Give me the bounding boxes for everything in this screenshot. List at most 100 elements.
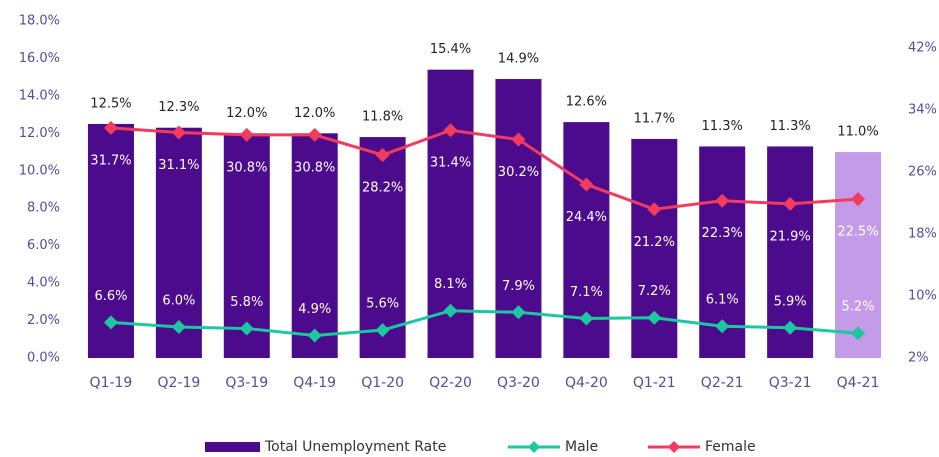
- bar: [291, 133, 338, 358]
- legend-label: Total Unemployment Rate: [264, 439, 446, 455]
- marker: [171, 125, 186, 140]
- line: [110, 309, 859, 338]
- line-value-label: 4.9%: [298, 302, 331, 317]
- line: [110, 126, 859, 211]
- marker: [307, 328, 322, 343]
- y2-tick-label: 34%: [908, 103, 937, 118]
- bar-value-label: 11.3%: [702, 119, 743, 134]
- line-value-label: 22.5%: [837, 225, 878, 240]
- line-value-label: 5.9%: [774, 294, 807, 309]
- bar-value-label: 12.0%: [226, 106, 267, 121]
- marker: [239, 321, 254, 336]
- bar: [223, 133, 270, 358]
- bar-value-label: 11.3%: [769, 119, 810, 134]
- line-value-label: 21.9%: [769, 229, 810, 244]
- bar-value-label: 11.8%: [362, 110, 403, 125]
- y-tick-label: 12.0%: [19, 126, 60, 141]
- bar-value-label: 12.0%: [294, 106, 335, 121]
- marker: [715, 193, 730, 208]
- x-tick-label: Q1-19: [90, 375, 133, 391]
- marker: [783, 196, 798, 211]
- line-value-label: 8.1%: [434, 277, 467, 292]
- line-value-label: 31.1%: [158, 158, 199, 173]
- line-value-label: 22.3%: [702, 226, 743, 241]
- marker: [375, 148, 390, 163]
- x-tick-label: Q4-19: [293, 375, 336, 391]
- bar-value-label: 15.4%: [430, 42, 471, 57]
- bar-value-label: 14.9%: [498, 52, 539, 67]
- y-tick-label: 0.0%: [27, 351, 60, 366]
- marker: [103, 120, 118, 135]
- y2-tick-label: 10%: [908, 289, 937, 304]
- line-value-label: 5.6%: [366, 297, 399, 312]
- marker: [647, 310, 662, 325]
- marker: [443, 303, 458, 318]
- y-tick-label: 6.0%: [27, 238, 60, 253]
- line-value-label: 5.2%: [842, 300, 875, 315]
- legend-label: Female: [705, 439, 756, 455]
- y2-tick-label: 2%: [908, 351, 929, 366]
- marker: [851, 192, 866, 207]
- line-value-label: 5.8%: [230, 295, 263, 310]
- y-tick-label: 4.0%: [27, 276, 60, 291]
- y2-tick-label: 42%: [908, 41, 937, 56]
- bar: [359, 137, 406, 358]
- marker: [579, 177, 594, 192]
- line-value-label: 30.8%: [294, 160, 335, 175]
- line-value-label: 31.7%: [90, 153, 131, 168]
- marker: [239, 127, 254, 142]
- line-value-label: 6.1%: [706, 293, 739, 308]
- y-tick-label: 14.0%: [19, 88, 60, 103]
- y-tick-label: 18.0%: [19, 14, 60, 29]
- marker: [783, 320, 798, 335]
- marker: [307, 127, 322, 142]
- marker: [443, 123, 458, 138]
- line-value-label: 7.9%: [502, 279, 535, 294]
- marker: [511, 305, 526, 320]
- line-value-label: 31.4%: [430, 156, 471, 171]
- bar: [835, 152, 882, 358]
- bar-value-label: 11.7%: [634, 111, 675, 126]
- bar: [155, 127, 202, 358]
- marker: [171, 320, 186, 335]
- x-tick-label: Q1-20: [361, 375, 404, 391]
- legend-label: Male: [565, 439, 598, 455]
- x-tick-label: Q2-20: [429, 375, 472, 391]
- y-tick-label: 2.0%: [27, 313, 60, 328]
- marker: [511, 132, 526, 147]
- line-value-label: 24.4%: [566, 210, 607, 225]
- x-tick-label: Q3-19: [225, 375, 268, 391]
- legend-marker: [668, 441, 680, 453]
- line-value-label: 7.2%: [638, 284, 671, 299]
- marker: [375, 323, 390, 338]
- marker: [715, 319, 730, 334]
- legend-swatch: [205, 442, 260, 452]
- marker: [579, 311, 594, 326]
- x-tick-label: Q2-21: [701, 375, 744, 391]
- y2-tick-label: 26%: [908, 165, 937, 180]
- x-tick-label: Q1-21: [633, 375, 676, 391]
- line-value-label: 30.8%: [226, 160, 267, 175]
- line-value-label: 7.1%: [570, 285, 603, 300]
- x-tick-label: Q4-20: [565, 375, 608, 391]
- y-tick-label: 8.0%: [27, 201, 60, 216]
- line-value-label: 21.2%: [634, 235, 675, 250]
- marker: [647, 202, 662, 217]
- bar-value-label: 12.5%: [90, 96, 131, 111]
- x-tick-label: Q2-19: [157, 375, 200, 391]
- marker: [851, 326, 866, 341]
- bar-value-label: 12.6%: [566, 95, 607, 110]
- bar-value-label: 12.3%: [158, 100, 199, 115]
- line-value-label: 6.0%: [162, 294, 195, 309]
- legend-marker: [528, 441, 540, 453]
- marker: [103, 315, 118, 330]
- x-tick-label: Q3-21: [769, 375, 812, 391]
- line-value-label: 6.6%: [94, 289, 127, 304]
- x-tick-label: Q3-20: [497, 375, 540, 391]
- y-tick-label: 10.0%: [19, 163, 60, 178]
- y2-tick-label: 18%: [908, 227, 937, 242]
- x-tick-label: Q4-21: [837, 375, 880, 391]
- bar-value-label: 11.0%: [837, 125, 878, 140]
- line-value-label: 28.2%: [362, 181, 403, 196]
